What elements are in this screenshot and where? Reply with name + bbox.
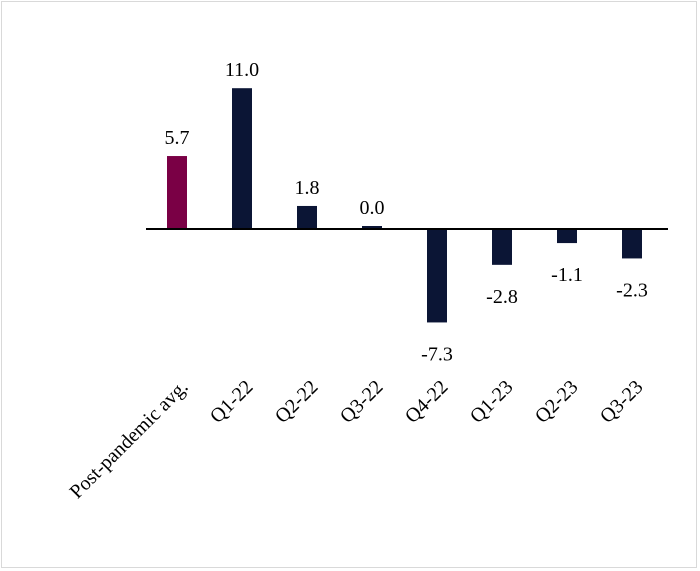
x-tick-label-2: Q1-22: [206, 376, 258, 428]
bar-2: [232, 88, 252, 229]
x-tick-label-4: Q3-22: [336, 376, 388, 428]
x-tick-label-3: Q2-22: [271, 376, 323, 428]
value-label-5: -7.3: [421, 343, 453, 365]
x-tick-label-1: Post-pandemic avg.: [65, 376, 192, 503]
bar-5: [427, 229, 447, 323]
bar-7: [557, 229, 577, 244]
x-tick-label-6: Q1-23: [466, 376, 518, 428]
value-label-8: -2.3: [616, 279, 648, 301]
value-label-7: -1.1: [551, 264, 583, 286]
value-label-4: 0.0: [360, 197, 385, 219]
bar-6: [492, 229, 512, 265]
value-label-1: 5.7: [165, 127, 190, 149]
x-tick-labels-group: Post-pandemic avg. Q1-22 Q2-22 Q3-22 Q4-22 Q1…: [65, 376, 647, 503]
value-labels-group: 5.7 11.0 1.8 0.0 -7.3 -2.8 -1.1 -2.3: [165, 59, 648, 365]
bar-1: [167, 156, 187, 229]
x-tick-label-7: Q2-23: [531, 376, 583, 428]
bars-group: [167, 88, 642, 323]
x-tick-label-5: Q4-22: [401, 376, 453, 428]
value-label-6: -2.8: [486, 286, 518, 308]
value-label-3: 1.8: [295, 177, 320, 199]
bar-4: [362, 226, 382, 229]
bar-8: [622, 229, 642, 259]
value-label-2: 11.0: [225, 59, 259, 81]
bar-3: [297, 205, 317, 229]
x-tick-label-8: Q3-23: [596, 376, 648, 428]
